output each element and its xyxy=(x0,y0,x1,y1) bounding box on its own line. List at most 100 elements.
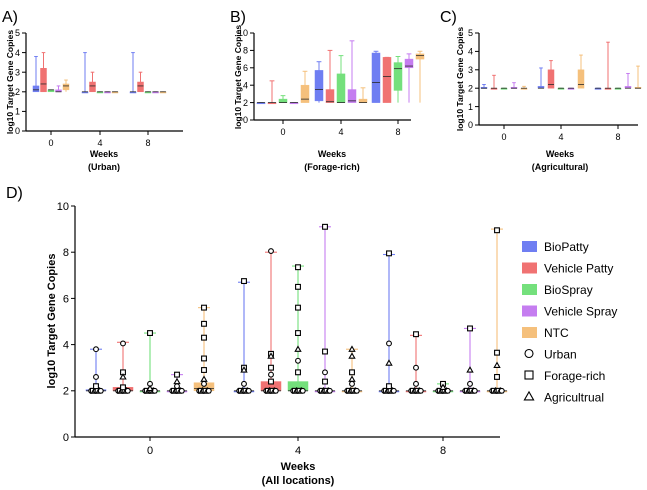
panel-c-x-sublabel: (Agricultural) xyxy=(532,162,589,172)
panel-d-data-point-square xyxy=(201,367,207,373)
panel-d-data-point-circle xyxy=(174,383,180,390)
panel-d-data-point-circle xyxy=(386,340,392,347)
panel-b-x-sublabel: (Forage-rich) xyxy=(304,162,360,172)
panel-b-box xyxy=(314,70,324,102)
panel-b-box xyxy=(415,53,425,60)
panel-c-box xyxy=(577,69,585,89)
panel-a-label: A) xyxy=(2,9,18,26)
panel-b-y-tick-label: 4 xyxy=(243,80,248,90)
panel-d-data-point-circle xyxy=(295,357,301,364)
panel-b-box xyxy=(404,58,414,69)
panel-b-box xyxy=(358,98,368,103)
panel-c-y-tick-label: 1 xyxy=(468,102,473,112)
panel-d-baseline-point xyxy=(326,387,333,394)
panel-c-y-tick-label: 5 xyxy=(468,28,473,38)
panel-d-data-point-triangle xyxy=(493,361,501,369)
panel-c-label: C) xyxy=(440,9,457,26)
panel-d-data-point-circle xyxy=(467,380,473,387)
panel-c-x-tick-label: 0 xyxy=(501,132,506,142)
panel-d-baseline-point xyxy=(178,387,185,394)
panel-d-data-point-square xyxy=(268,364,274,371)
legend-label: NTC xyxy=(544,326,569,340)
legend-swatch xyxy=(522,262,537,274)
panel-d-baseline-point xyxy=(205,387,212,394)
panel-d-y-label: log10 Target Gene Copies xyxy=(46,254,58,389)
panel-d-data-point-triangle xyxy=(348,375,356,382)
panel-d-x-tick-label: 8 xyxy=(440,445,446,457)
panel-a-box xyxy=(89,81,96,93)
panel-a-y-tick-label: 0 xyxy=(15,126,20,136)
panel-d-data-point-square xyxy=(295,330,301,336)
panel-d-baseline-point xyxy=(498,387,505,394)
panel-d-y-tick-label: 2 xyxy=(63,386,69,398)
panel-d-data-point-circle xyxy=(93,373,99,380)
panel-b-y-tick-label: 8 xyxy=(243,46,248,56)
panel-a-x-tick-label: 4 xyxy=(97,138,102,148)
legend: BioPatty Vehicle Patty BioSpray Vehicle Spr… xyxy=(522,240,617,405)
panel-d-data-point-square xyxy=(268,378,274,385)
panel-b-box xyxy=(393,62,403,91)
panel-d-data-point-square xyxy=(174,371,180,378)
panel-d-y-tick-label: 10 xyxy=(57,201,69,213)
panel-d-data-point-square xyxy=(494,227,500,234)
legend-label: BioPatty xyxy=(544,240,589,254)
panel-d-label: D) xyxy=(6,185,23,202)
panel-c-box xyxy=(547,69,555,89)
panel-b-x-tick-label: 0 xyxy=(280,127,285,137)
panel-d-data-point-triangle xyxy=(348,345,356,352)
panel-c-x-tick-label: 8 xyxy=(615,132,620,142)
panel-c-x-tick-label: 4 xyxy=(558,132,563,142)
legend-label: BioSpray xyxy=(544,283,593,297)
panel-d-data-point-triangle xyxy=(240,366,248,373)
panel-a-y-tick-label: 3 xyxy=(15,67,20,77)
panel-d-data-point-square xyxy=(494,373,500,380)
panel-d-data-point-triangle xyxy=(119,373,127,380)
panel-b-box xyxy=(382,57,392,103)
panel-b-box xyxy=(371,52,381,103)
panel-c-y-tick-label: 3 xyxy=(468,65,473,75)
panel-d-data-point-triangle xyxy=(466,366,474,373)
panel-a-chart: A) 0 1 2 3 4 5 0 4 8 Weeks (Urban) log10 Target Gene… xyxy=(2,9,183,172)
legend-swatch xyxy=(522,305,537,317)
panel-d-baseline-point xyxy=(444,387,451,394)
panel-b-y-label: log10 Target Gene Copies xyxy=(233,25,243,130)
panel-a-x-tick-label: 0 xyxy=(48,138,53,148)
panel-d-data-point-square xyxy=(322,378,328,385)
panel-c-chart: C) 0 1 2 3 4 5 0 4 8 Weeks (Agricultural) log10 Targ… xyxy=(440,9,642,172)
legend-label: Urban xyxy=(544,348,577,362)
panel-d-baseline-point xyxy=(417,387,424,394)
panel-c-y-tick-label: 0 xyxy=(468,120,473,130)
panel-d-y-tick-label: 6 xyxy=(63,293,69,305)
panel-d-data-point-square xyxy=(201,355,207,362)
legend-label: Vehicle Spray xyxy=(544,305,617,319)
panel-d-data-point-circle xyxy=(201,380,207,387)
panel-d-chart: D) 0 2 4 6 8 10 0 4 8 Weeks (All locations) log10 Ta… xyxy=(6,185,508,487)
panel-d-data-point-circle xyxy=(413,364,419,371)
panel-a-box xyxy=(32,85,40,93)
panel-d-data-point-square xyxy=(349,369,355,376)
panel-d-data-point-circle xyxy=(268,248,274,254)
legend-label: Agricultrual xyxy=(544,391,604,405)
panel-b-box xyxy=(325,89,335,103)
panel-b-y-tick-label: 10 xyxy=(238,28,248,38)
panel-b-box xyxy=(336,73,346,103)
panel-c-y-label: log10 Target Gene Copies xyxy=(455,27,465,132)
panel-b-x-tick-label: 4 xyxy=(338,127,343,137)
panel-a-y-tick-label: 4 xyxy=(15,48,20,58)
panel-d-baseline-point xyxy=(97,387,104,394)
panel-a-box xyxy=(40,68,47,93)
panel-d-data-point-triangle xyxy=(173,377,181,385)
panel-b-box xyxy=(347,89,357,103)
panel-d-data-point-triangle xyxy=(348,352,356,359)
panel-d-data-point-circle xyxy=(268,371,274,378)
panel-d-data-point-circle xyxy=(322,369,328,376)
panel-d-baseline-point xyxy=(299,387,306,394)
panel-d-data-point-triangle xyxy=(146,384,154,392)
panel-d-baseline-point xyxy=(471,387,478,394)
panel-d-baseline-point xyxy=(124,387,131,394)
panel-b-x-tick-label: 8 xyxy=(395,127,400,137)
panel-d-data-point-triangle xyxy=(439,383,447,390)
panel-c-y-tick-label: 4 xyxy=(468,47,473,57)
panel-d-data-point-triangle xyxy=(294,345,302,352)
